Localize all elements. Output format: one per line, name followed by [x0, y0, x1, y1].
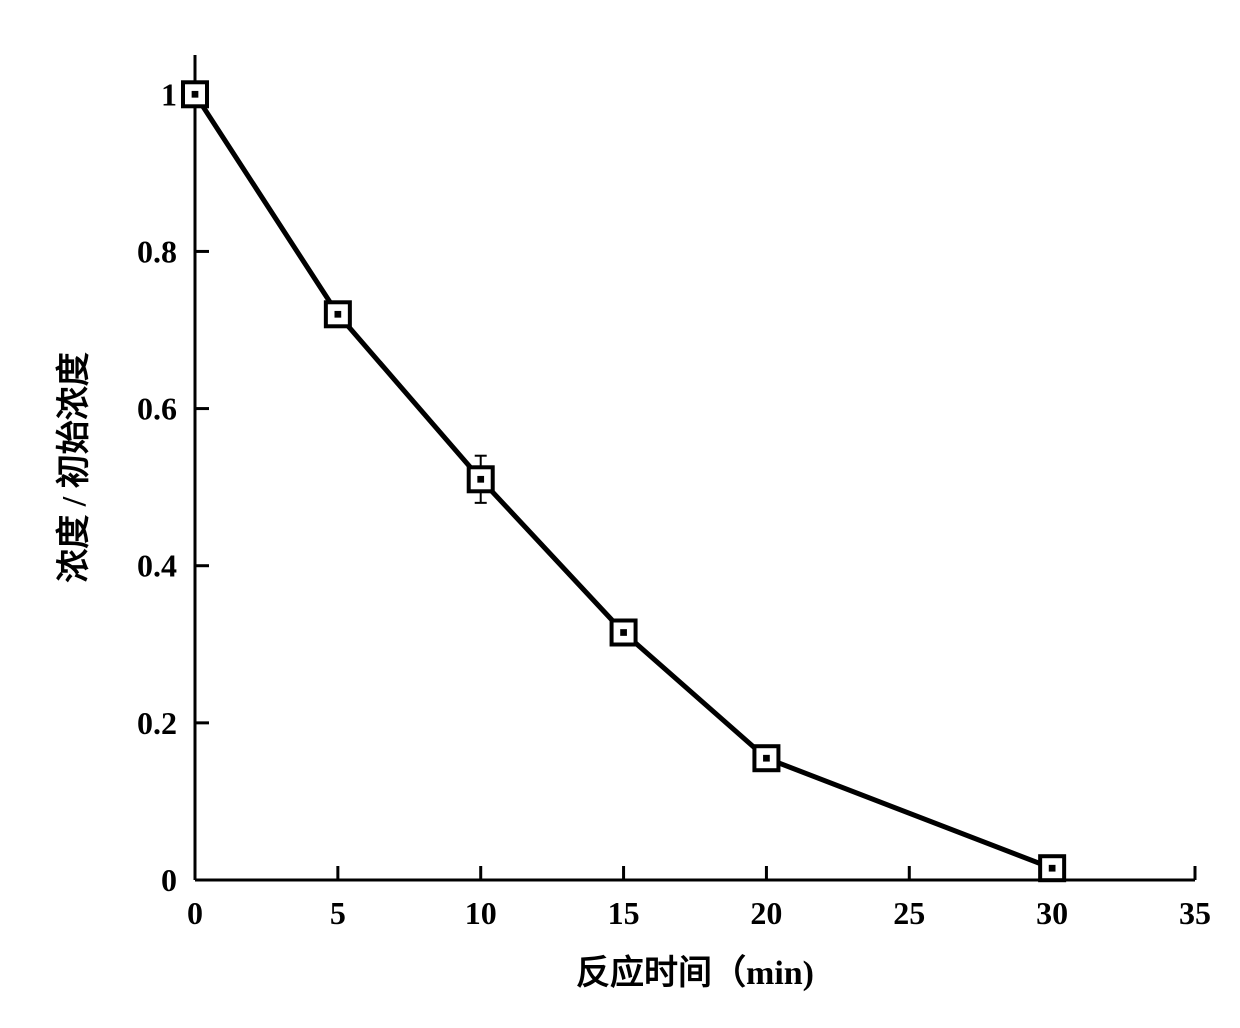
y-tick-label: 1	[161, 76, 177, 112]
x-tick-label: 0	[187, 895, 203, 931]
x-axis-label: 反应时间（min)	[576, 953, 814, 992]
y-tick-label: 0.4	[137, 548, 177, 584]
x-tick-label: 15	[608, 895, 640, 931]
x-tick-label: 30	[1036, 895, 1068, 931]
x-tick-label: 35	[1179, 895, 1211, 931]
y-tick-label: 0.2	[137, 705, 177, 741]
chart-svg: 0 5 10 15 20 25 30 35 反应时间（min) 0 0.2 0.4 0.6 0.8 1 浓度 …	[0, 0, 1240, 1023]
x-tick-label: 25	[893, 895, 925, 931]
data-marker-inner	[1049, 865, 1056, 872]
data-marker-inner	[192, 91, 199, 98]
x-tick-label: 5	[330, 895, 346, 931]
x-tick-label: 10	[465, 895, 497, 931]
y-tick-label: 0.6	[137, 391, 177, 427]
chart-container: 0 5 10 15 20 25 30 35 反应时间（min) 0 0.2 0.4 0.6 0.8 1 浓度 …	[0, 0, 1240, 1028]
data-marker-inner	[334, 311, 341, 318]
x-tick-label: 20	[750, 895, 782, 931]
y-tick-label: 0.8	[137, 233, 177, 269]
y-tick-label: 0	[161, 862, 177, 898]
data-marker-inner	[620, 629, 627, 636]
data-marker-inner	[477, 476, 484, 483]
data-marker-inner	[763, 755, 770, 762]
y-axis-label: 浓度 / 初始浓度	[55, 352, 93, 582]
